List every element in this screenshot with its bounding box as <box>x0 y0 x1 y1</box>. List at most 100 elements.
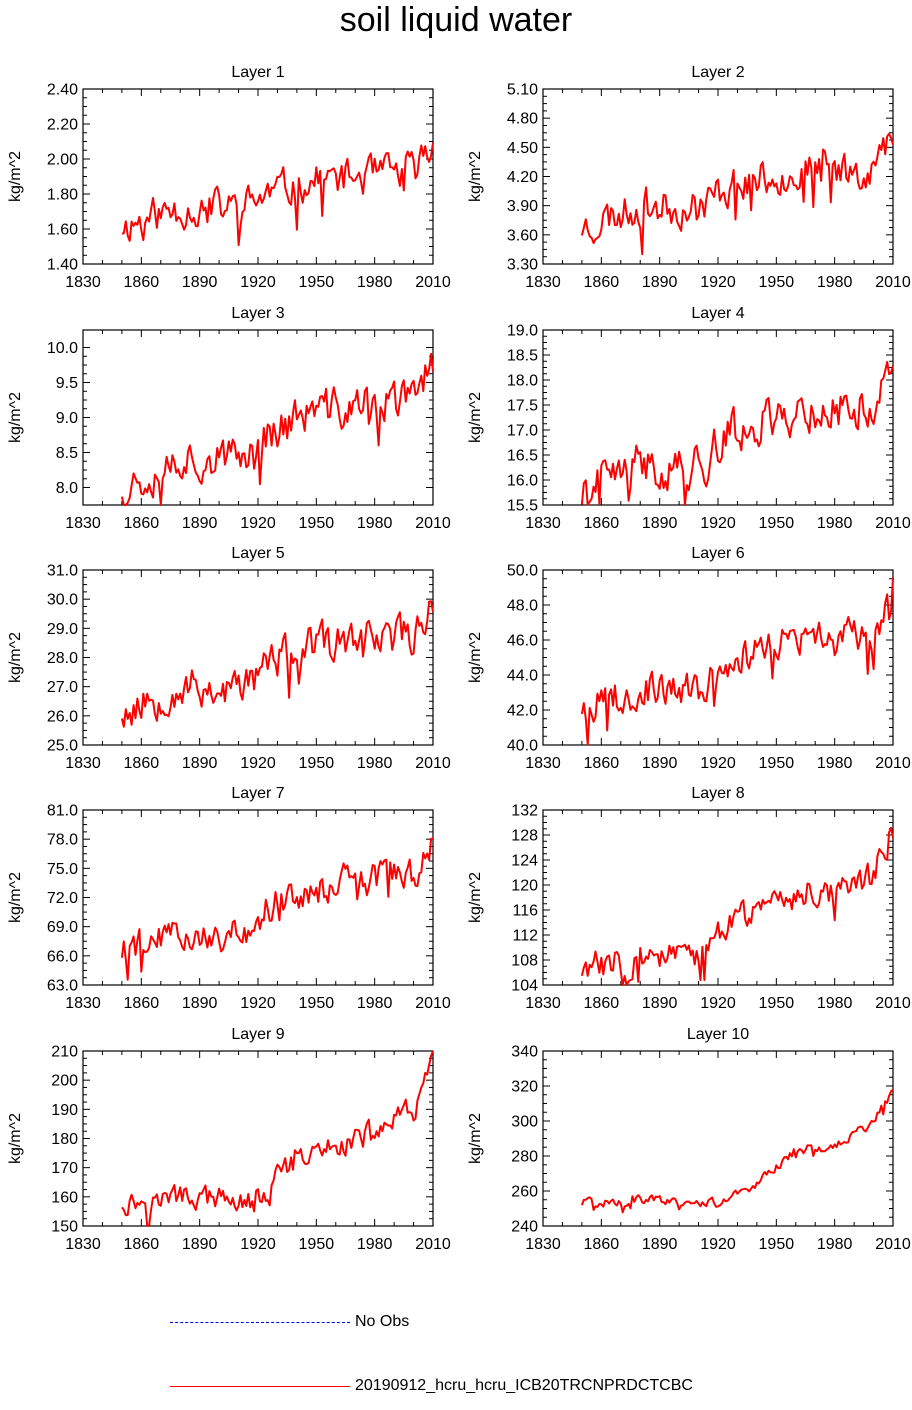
chart-panel-layer-4: Layer 4 1830 1860 1890 1920 1950 1980 2010 15.5 1… <box>467 305 911 532</box>
x-tick-label: 1980 <box>357 755 393 772</box>
x-tick-label: 1950 <box>759 274 795 291</box>
plot-frame <box>82 88 434 265</box>
x-tick-label: 1980 <box>357 274 393 291</box>
chart-panel-layer-10: Layer 10 1830 1860 1890 1920 1950 1980 2010 240 2… <box>467 1026 911 1253</box>
x-tick-label: 1980 <box>357 515 393 532</box>
x-tick-label: 1920 <box>240 995 276 1012</box>
y-tick-label: 26.0 <box>47 708 78 725</box>
x-tick-label: 1980 <box>817 995 853 1012</box>
x-tick-label: 1950 <box>759 995 795 1012</box>
x-tick-label: 1860 <box>584 995 620 1012</box>
y-tick-label: 42.0 <box>507 703 538 720</box>
y-axis-label: kg/m^2 <box>7 872 24 923</box>
y-tick-label: 18.5 <box>507 348 538 365</box>
y-tick-label: 3.90 <box>507 198 538 215</box>
x-tick-label: 1830 <box>65 515 101 532</box>
x-tick-label: 2010 <box>415 515 451 532</box>
y-tick-label: 200 <box>51 1073 78 1090</box>
y-tick-label: 19.0 <box>507 323 538 340</box>
series-line <box>120 352 434 506</box>
plot-frame <box>82 809 434 986</box>
y-tick-label: 160 <box>51 1189 78 1206</box>
x-tick-label: 1830 <box>525 274 561 291</box>
y-axis-label: kg/m^2 <box>467 392 484 443</box>
chart-panel-layer-6: Layer 6 1830 1860 1890 1920 1950 1980 2010 40.0 4… <box>467 545 911 772</box>
y-tick-label: 29.0 <box>47 621 78 638</box>
legend-item-model: 20190912_hcru_hcru_ICB20TRCNPRDCTCBC <box>0 1377 912 1410</box>
legend-item-no-obs: No Obs <box>0 1313 912 1346</box>
legend-label-no-obs: No Obs <box>355 1313 410 1330</box>
x-tick-label: 1980 <box>817 515 853 532</box>
x-tick-label: 1980 <box>817 1236 853 1253</box>
figure-title: soil liquid water <box>339 1 573 39</box>
x-tick-label: 1860 <box>124 995 160 1012</box>
x-tick-label: 2010 <box>875 1236 911 1253</box>
x-tick-label: 1950 <box>759 1236 795 1253</box>
legend-solid-line <box>170 1386 350 1387</box>
x-tick-label: 1920 <box>240 274 276 291</box>
x-tick-label: 1860 <box>124 515 160 532</box>
y-tick-label: 30.0 <box>47 592 78 609</box>
y-tick-label: 44.0 <box>507 668 538 685</box>
panel-title: Layer 5 <box>231 545 284 562</box>
y-tick-label: 3.60 <box>507 227 538 244</box>
plot-frame <box>82 1050 434 1227</box>
y-axis-label: kg/m^2 <box>467 1113 484 1164</box>
y-tick-label: 9.0 <box>56 410 78 427</box>
y-tick-label: 4.50 <box>507 140 538 157</box>
y-tick-label: 48.0 <box>507 598 538 615</box>
y-tick-label: 108 <box>511 953 538 970</box>
chart-panel-layer-9: Layer 9 1830 1860 1890 1920 1950 1980 2010 150 16… <box>7 1026 451 1253</box>
x-tick-label: 1980 <box>817 755 853 772</box>
plot-frame <box>542 809 894 986</box>
x-tick-label: 1860 <box>584 515 620 532</box>
x-tick-label: 1920 <box>240 755 276 772</box>
y-tick-label: 112 <box>512 928 538 945</box>
y-axis-label: kg/m^2 <box>7 392 24 443</box>
plot-frame <box>542 1050 894 1227</box>
y-tick-label: 31.0 <box>47 563 78 580</box>
x-tick-label: 1920 <box>700 995 736 1012</box>
x-tick-label: 1890 <box>182 274 218 291</box>
chart-panel-layer-5: Layer 5 1830 1860 1890 1920 1950 1980 2010 25.0 2… <box>7 545 451 772</box>
y-tick-label: 120 <box>511 878 538 895</box>
y-axis-label: kg/m^2 <box>7 1113 24 1164</box>
x-tick-label: 1890 <box>642 755 678 772</box>
x-tick-label: 1920 <box>700 515 736 532</box>
y-tick-label: 4.20 <box>507 169 538 186</box>
y-tick-label: 3.30 <box>507 257 538 274</box>
y-tick-label: 320 <box>511 1079 538 1096</box>
y-tick-label: 5.10 <box>507 82 538 99</box>
y-axis-label: kg/m^2 <box>7 151 24 202</box>
x-tick-label: 1830 <box>525 515 561 532</box>
plot-frame <box>542 329 894 506</box>
y-tick-label: 210 <box>51 1044 78 1061</box>
series-line <box>580 577 894 746</box>
series-line <box>580 361 894 506</box>
x-tick-label: 1860 <box>584 274 620 291</box>
y-tick-label: 180 <box>51 1131 78 1148</box>
chart-panel-layer-1: Layer 1 1830 1860 1890 1920 1950 1980 2010 1.40 1… <box>7 64 451 291</box>
x-tick-label: 1860 <box>124 274 160 291</box>
x-tick-label: 2010 <box>875 995 911 1012</box>
y-tick-label: 340 <box>511 1044 538 1061</box>
x-tick-label: 2010 <box>415 755 451 772</box>
x-tick-label: 2010 <box>875 515 911 532</box>
x-tick-label: 1830 <box>525 1236 561 1253</box>
x-tick-label: 2010 <box>875 274 911 291</box>
y-tick-label: 104 <box>511 978 538 995</box>
series-line <box>121 142 434 247</box>
x-tick-label: 1890 <box>642 515 678 532</box>
y-tick-label: 75.0 <box>47 861 78 878</box>
y-axis-label: kg/m^2 <box>467 872 484 923</box>
x-tick-label: 1920 <box>700 755 736 772</box>
x-tick-label: 1890 <box>642 1236 678 1253</box>
x-tick-label: 1950 <box>299 515 335 532</box>
x-tick-label: 1830 <box>65 995 101 1012</box>
chart-panel-layer-2: Layer 2 1830 1860 1890 1920 1950 1980 2010 3.30 3… <box>467 64 911 291</box>
y-tick-label: 63.0 <box>47 978 78 995</box>
x-tick-label: 1920 <box>700 274 736 291</box>
y-tick-label: 132 <box>511 803 538 820</box>
x-tick-label: 1890 <box>642 274 678 291</box>
y-tick-label: 240 <box>511 1219 538 1236</box>
